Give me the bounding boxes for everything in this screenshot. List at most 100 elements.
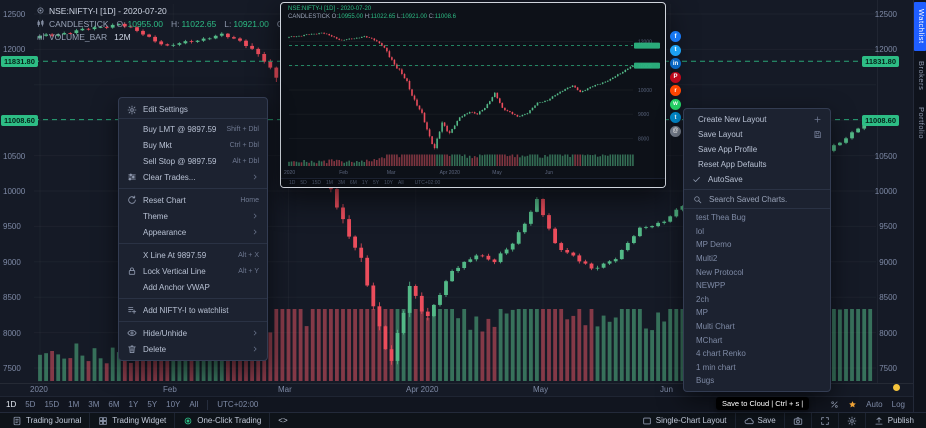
context-menu-item-add-nifty-i-to-watchlist[interactable]: Add NIFTY-I to watchlist [119, 302, 267, 318]
saved-chart-mchart[interactable]: MChart [696, 335, 723, 345]
price-tick-10500: 10500 [3, 152, 26, 161]
popup-range-1y: 1Y [361, 180, 368, 186]
toolbar-button-publish[interactable]: Publish [864, 413, 922, 428]
svg-text:Mar: Mar [387, 170, 396, 176]
saved-charts-search-input[interactable] [707, 193, 817, 205]
saved-chart-multi2[interactable]: Multi2 [696, 254, 718, 264]
range-button-6m[interactable]: 6M [108, 400, 120, 409]
toolbar-button-[interactable]: <> [269, 413, 295, 428]
toolbar-button-single-chart-layout[interactable]: Single-Chart Layout [634, 413, 735, 428]
saved-chart-newpp[interactable]: NEWPP [696, 281, 726, 291]
range-button-1d[interactable]: 1D [6, 400, 17, 409]
share-facebook-button[interactable]: f [670, 31, 681, 42]
context-menu-item-x-line-at-9897-59[interactable]: X Line At 9897.59 Alt + X [119, 247, 267, 263]
range-button-5y[interactable]: 5Y [147, 400, 158, 409]
range-button-15d[interactable]: 15D [44, 400, 60, 409]
price-tick-9000: 9000 [879, 258, 897, 267]
layout-menu-item-create-new-layout[interactable]: Create New Layout [684, 112, 830, 127]
sidebar-tab-brokers[interactable]: Brokers [917, 60, 926, 90]
toolbar-button-one-click-trading[interactable]: One-Click Trading [174, 413, 269, 428]
price-scale-left[interactable]: 12500 12000 10500 10000 9500 9000 8500 8000 7500… [0, 0, 38, 383]
context-menu-item-lock-vertical-line[interactable]: Lock Vertical Line Alt + Y [119, 263, 267, 279]
legend-symbol-row[interactable]: NSE:NIFTY-I [1D] - 2020-07-20 [36, 4, 317, 17]
context-menu-item-delete[interactable]: Delete [119, 341, 267, 357]
journal-icon [12, 416, 22, 426]
saved-chart-lol[interactable]: lol [696, 226, 705, 236]
range-button-5d[interactable]: 5D [25, 400, 36, 409]
toolbar-button-fullscreen-icon[interactable] [810, 413, 838, 428]
context-menu-item-reset-chart[interactable]: Reset Chart Home [119, 192, 267, 208]
popup-range-1d: 1D [289, 180, 296, 186]
time-tick-apr-2020: Apr 2020 [406, 385, 439, 394]
layout-menu-item-save-layout[interactable]: Save Layout [684, 127, 830, 142]
chevron-right-icon [251, 329, 259, 337]
camera-icon [793, 416, 803, 426]
saved-chart-new-protocol[interactable]: New Protocol [696, 267, 744, 277]
share-reddit-button[interactable]: r [670, 85, 681, 96]
context-menu-item-buy-lmt-9897-59[interactable]: Buy LMT @ 9897.59 Shift + Dbl [119, 121, 267, 137]
context-menu-item-buy-mkt[interactable]: Buy Mkt Ctrl + Dbl [119, 137, 267, 153]
layout-menu-item-save-app-profile[interactable]: Save App Profile [684, 142, 830, 157]
saved-chart-mp[interactable]: MP [696, 308, 708, 318]
menu-item-label: Theme [143, 211, 168, 221]
chevron-right-icon [251, 212, 259, 220]
saved-chart-test-thea-bug[interactable]: test Thea Bug [696, 213, 746, 223]
saved-chart-mp-demo[interactable]: MP Demo [696, 240, 732, 250]
toolbar-button-gear-icon[interactable] [837, 413, 865, 428]
share-twitter-button[interactable]: t [670, 44, 681, 56]
price-scale-right[interactable]: 12500 12000 10500 10000 9500 9000 8500 8000 7500… [862, 0, 900, 383]
range-button-3m[interactable]: 3M [88, 400, 100, 409]
toolbar-button-camera-icon[interactable] [783, 413, 811, 428]
share-whatsapp-button[interactable]: w [670, 98, 681, 110]
timeframe-ranges: 1D 5D 15D 1M 3M 6M 1Y 5Y 10Y All UTC+02:00 [6, 399, 259, 410]
toolbar-button-save[interactable]: Save [734, 413, 784, 428]
fullscreen-icon [820, 416, 830, 426]
time-axis[interactable]: 2020 Feb Mar Apr 2020 May Jun [0, 383, 913, 396]
range-button-all[interactable]: All [189, 400, 199, 409]
context-menu-item-theme[interactable]: Theme [119, 208, 267, 224]
saved-chart-4-chart-renko[interactable]: 4 chart Renko [696, 349, 746, 359]
saved-charts-search-row[interactable] [684, 189, 830, 209]
layout-menu-item-reset-app-defaults[interactable]: Reset App Defaults [684, 157, 830, 172]
context-menu-item-edit-settings[interactable]: Edit Settings [119, 101, 267, 119]
volume-value: 12M [114, 31, 131, 42]
sidebar-tab-portfolio[interactable]: Portfolio [917, 107, 926, 140]
saved-chart-bugs[interactable]: Bugs [696, 376, 715, 386]
share-chart-popup[interactable]: NSE:NIFTY-I [1D] - 2020-07-20 CANDLESTIC… [280, 2, 681, 188]
toolbar-label: <> [278, 416, 288, 425]
price-tick-8000: 8000 [3, 329, 21, 338]
svg-text:May: May [492, 170, 502, 176]
toolbar-button-trading-journal[interactable]: Trading Journal [4, 413, 89, 428]
percent-icon[interactable] [830, 400, 839, 409]
svg-text:8000: 8000 [638, 137, 649, 143]
price-tick-7500: 7500 [879, 364, 897, 373]
scale-toggle-log[interactable]: Log [891, 400, 905, 409]
context-menu-item-add-anchor-vwap[interactable]: Add Anchor VWAP [119, 279, 267, 295]
legend-volume-row[interactable]: VOLUME_BAR 12M [36, 30, 317, 43]
shortcut-label: Ctrl + Dbl [229, 141, 259, 149]
star-icon[interactable] [848, 400, 857, 409]
sidebar-tab-watchlist[interactable]: Watchlist [914, 2, 926, 51]
share-telegram-button[interactable]: t [670, 112, 681, 123]
range-button-1y[interactable]: 1Y [128, 400, 139, 409]
context-menu-item-hide-unhide[interactable]: Hide/Unhide [119, 325, 267, 341]
context-menu-item-clear-trades[interactable]: Clear Trades... [119, 169, 267, 185]
menu-item-label: Reset Chart [143, 195, 186, 205]
legend-candlestick-row[interactable]: CANDLESTICK O: 10955.00 H: 11022.65 L: 10921.… [36, 17, 317, 30]
range-button-10y[interactable]: 10Y [166, 400, 181, 409]
timezone-label[interactable]: UTC+02:00 [217, 400, 259, 409]
scale-toggle-auto[interactable]: Auto [866, 400, 883, 409]
share-email-button[interactable]: @ [670, 125, 681, 137]
price-tick-10000: 10000 [874, 187, 897, 196]
share-linkedin-button[interactable]: in [670, 58, 681, 69]
saved-chart-multi-chart[interactable]: Multi Chart [696, 322, 735, 332]
context-menu-item-appearance[interactable]: Appearance [119, 224, 267, 240]
saved-chart-2ch[interactable]: 2ch [696, 294, 709, 304]
context-menu-item-sell-stop-9897-59[interactable]: Sell Stop @ 9897.59 Alt + Dbl [119, 153, 267, 169]
connection-status-dot[interactable] [893, 384, 900, 391]
toolbar-button-trading-widget[interactable]: Trading Widget [89, 413, 174, 428]
saved-chart-1-min-chart[interactable]: 1 min chart [696, 362, 736, 372]
range-button-1m[interactable]: 1M [68, 400, 80, 409]
layout-menu-item-autosave[interactable]: AutoSave [684, 172, 830, 187]
share-pinterest-button[interactable]: P [670, 71, 681, 83]
